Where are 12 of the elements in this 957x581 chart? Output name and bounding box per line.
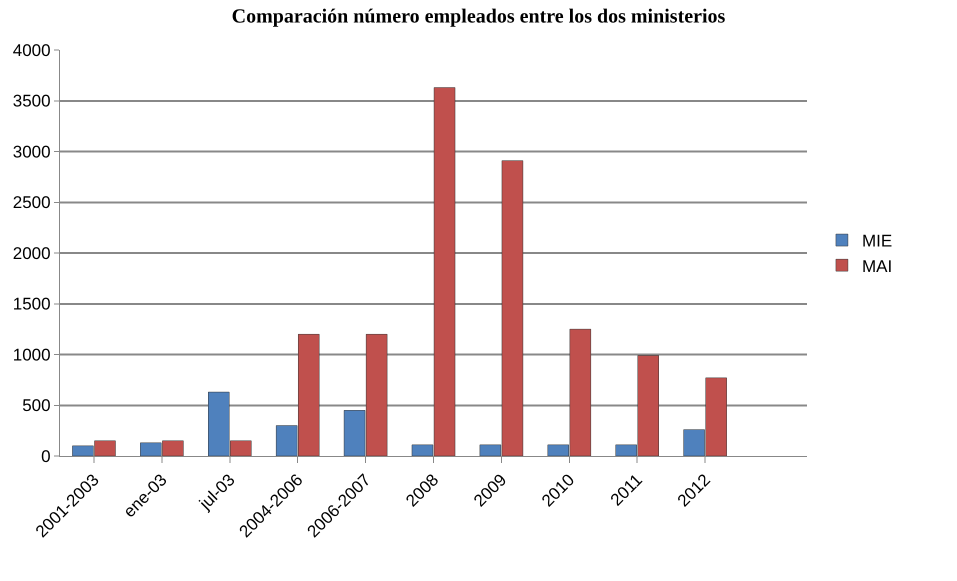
- legend-label: MIE: [862, 232, 892, 251]
- y-tick-label: 3500: [12, 92, 51, 111]
- y-tick-label: 0: [41, 446, 51, 466]
- legend-label: MAI: [862, 256, 892, 276]
- y-tick-label: 2000: [12, 244, 51, 263]
- y-tick-label: 1000: [12, 345, 51, 364]
- y-tick-label: 4000: [12, 40, 51, 60]
- y-tick-label: 3000: [12, 142, 51, 162]
- y-tick-label: 500: [22, 396, 51, 416]
- chart-title: Comparación número empleados entre los dos ministerios: [232, 6, 726, 28]
- y-tick-label: 2500: [12, 193, 51, 212]
- y-tick-label: 1500: [12, 294, 51, 314]
